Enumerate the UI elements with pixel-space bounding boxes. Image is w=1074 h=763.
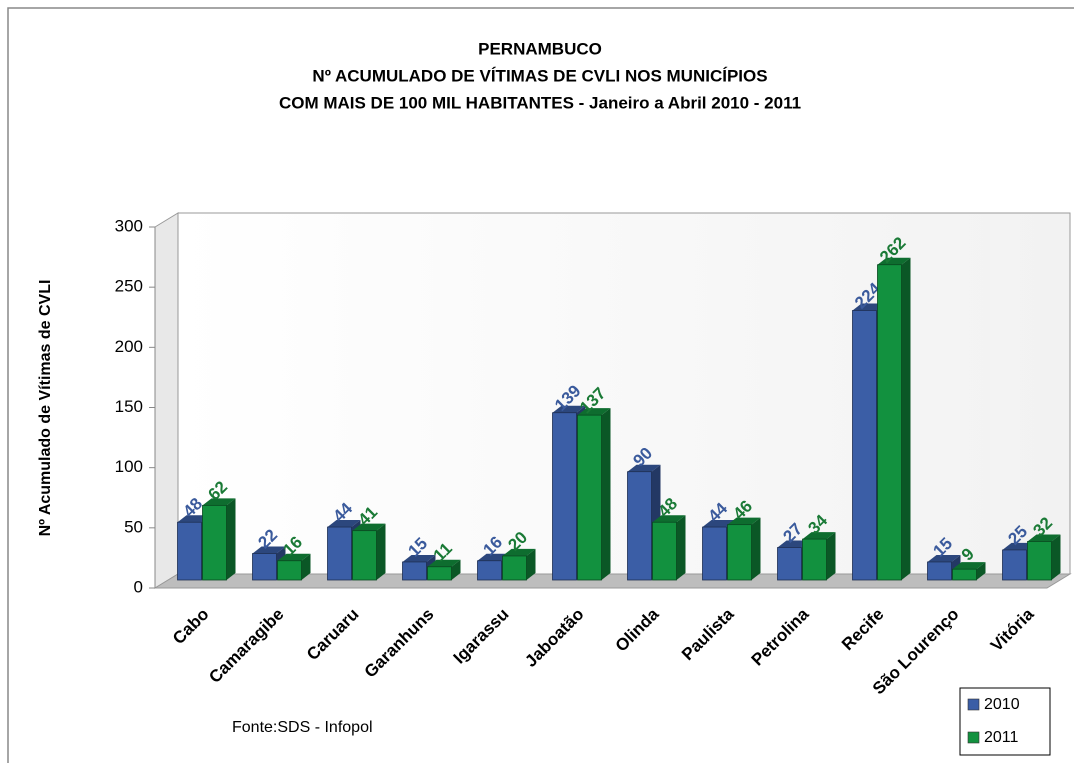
bar (702, 526, 727, 581)
bar-top (627, 464, 661, 472)
bar (777, 547, 802, 581)
bar (627, 471, 652, 581)
bar (877, 264, 902, 581)
bar (277, 560, 302, 581)
bar-top (1027, 534, 1061, 542)
bar-top (427, 559, 461, 567)
bar (427, 566, 452, 581)
floor (153, 573, 1072, 589)
bar (802, 538, 827, 581)
bar-side (676, 515, 686, 580)
bar (352, 530, 377, 581)
source: Fonte:SDS - Infopol (232, 719, 373, 736)
bar (402, 561, 427, 581)
side-wall (154, 212, 179, 589)
bar-side (901, 257, 911, 580)
bar-top (352, 523, 386, 531)
legend-label: 2011 (984, 729, 1019, 746)
bar-top (652, 515, 686, 523)
bar-top (402, 554, 436, 562)
bar (952, 568, 977, 581)
chart-title: PERNAMBUCO (478, 39, 602, 58)
bar (477, 560, 502, 581)
bar-top (577, 408, 611, 416)
y-axis-label: Nº Acumulado de Vítimas de CVLI (37, 280, 54, 537)
bar-top (727, 517, 761, 525)
bar (852, 310, 877, 581)
bar-side (826, 532, 836, 580)
legend-swatch (967, 731, 980, 744)
bar (727, 524, 752, 581)
bar-top (277, 553, 311, 561)
bar-top (202, 498, 236, 506)
chart-title: COM MAIS DE 100 MIL HABITANTES - Janeiro… (279, 93, 801, 112)
bar-top (927, 554, 961, 562)
bar-side (1051, 534, 1061, 580)
bar (327, 526, 352, 581)
bar-top (252, 546, 286, 554)
bar-top (802, 532, 836, 540)
bar (652, 521, 677, 581)
bar-top (552, 405, 586, 413)
bar (577, 414, 602, 581)
bar-side (976, 562, 986, 580)
bar-side (451, 559, 461, 580)
y-tick-label: 200 (115, 337, 143, 356)
bar-side (376, 523, 386, 580)
bar-side (526, 548, 536, 580)
y-tick-label: 50 (124, 517, 143, 536)
back-wall (177, 212, 1071, 575)
y-tick-label: 150 (115, 397, 143, 416)
y-tick-label: 300 (115, 216, 143, 235)
bar-top (877, 257, 911, 265)
bar-top (327, 520, 361, 528)
bar-top (502, 548, 536, 556)
y-tick-label: 250 (115, 277, 143, 296)
y-tick-label: 100 (115, 457, 143, 476)
bar (1002, 549, 1027, 581)
bar-top (952, 562, 986, 570)
bar (927, 561, 952, 581)
bar (177, 521, 202, 581)
legend-swatch (967, 698, 980, 711)
bar (552, 412, 577, 581)
bar-side (226, 498, 236, 580)
bar (502, 555, 527, 581)
bar (252, 553, 277, 581)
bar-side (301, 553, 311, 580)
bar (1027, 541, 1052, 581)
bar (202, 504, 227, 581)
bar-side (601, 408, 611, 580)
bar-side (751, 517, 761, 580)
y-tick-label: 0 (134, 577, 143, 596)
legend-label: 2010 (984, 696, 1020, 713)
chart-title: Nº ACUMULADO DE VÍTIMAS DE CVLI NOS MUNI… (312, 66, 767, 85)
